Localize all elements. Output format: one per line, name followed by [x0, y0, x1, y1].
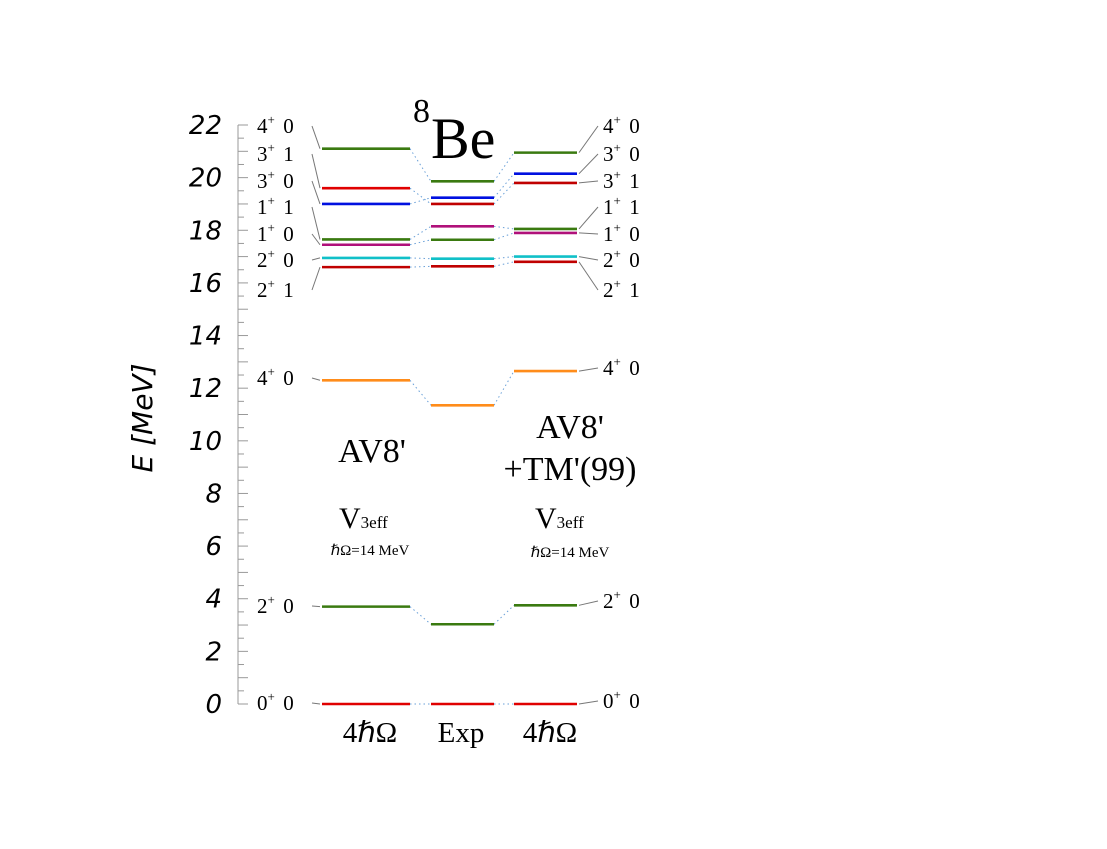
- right-model-annotation: AV8' +TM'(99) V3eff ℏΩ=14 MeV: [504, 409, 637, 561]
- left-label-leader: [311, 153, 321, 189]
- left-level-label: 3+ 1: [257, 140, 294, 166]
- left-level-label: 3+ 0: [257, 167, 294, 193]
- level-connector: [493, 152, 515, 182]
- level-connector: [409, 197, 432, 205]
- right-label-leader: [578, 600, 599, 606]
- right-level-label: 3+ 0: [603, 140, 640, 166]
- y-tick-label: 0: [205, 690, 222, 720]
- left-hw-label: ℏΩ=14 MeV: [331, 543, 410, 559]
- right-v3eff-label: V3eff: [535, 502, 584, 535]
- right-label-leader: [578, 256, 599, 261]
- y-tick-label: 8: [205, 479, 222, 509]
- left-label-leader: [311, 377, 321, 381]
- column-label-exp: Exp: [438, 717, 485, 749]
- level-connector: [409, 379, 432, 406]
- right-level-label: 4+ 0: [603, 112, 640, 138]
- right-level-label: 3+ 1: [603, 167, 640, 193]
- y-tick-label: 10: [189, 427, 222, 457]
- level-connector: [493, 232, 515, 241]
- right-level-label: 2+ 1: [603, 276, 640, 302]
- column-labels: 4ℏΩ Exp 4ℏΩ: [343, 717, 577, 749]
- right-level-label: 0+ 0: [603, 687, 640, 713]
- y-axis: 0 2 4 6 8 10 12 14 16 18 20 22: [189, 111, 248, 720]
- right-level-label: 4+ 0: [603, 354, 640, 380]
- right-model-label-2: +TM'(99): [504, 451, 637, 488]
- level-connector: [493, 261, 515, 267]
- right-level-label: 1+ 0: [603, 220, 640, 246]
- column-label-right: 4ℏΩ: [523, 717, 577, 749]
- right-label-leader: [578, 261, 599, 291]
- y-tick-label: 4: [205, 585, 222, 615]
- left-label-leader: [311, 125, 321, 149]
- level-connector: [493, 256, 515, 260]
- right-level-label: 1+ 1: [603, 193, 640, 219]
- right-label-leader: [578, 153, 599, 175]
- y-tick-label: 20: [189, 164, 222, 194]
- title-element: Be: [431, 106, 495, 171]
- right-model-label-1: AV8': [536, 409, 604, 446]
- left-label-leader: [311, 605, 321, 608]
- left-level-label: 0+ 0: [257, 689, 294, 715]
- level-connector: [409, 606, 432, 625]
- right-label-leader: [578, 700, 599, 705]
- y-tick-label: 14: [189, 322, 222, 352]
- level-connector: [493, 182, 515, 205]
- right-label-leader: [578, 206, 599, 230]
- level-connector: [493, 604, 515, 625]
- left-level-label: 2+ 0: [257, 592, 294, 618]
- left-model-label: AV8': [338, 433, 406, 470]
- y-tick-label: 6: [205, 532, 222, 562]
- right-level-label: 2+ 0: [603, 246, 640, 272]
- y-tick-label: 2: [205, 637, 222, 667]
- left-label-leader: [311, 702, 321, 705]
- right-hw-label: ℏΩ=14 MeV: [531, 545, 610, 561]
- right-level-label: 2+ 0: [603, 587, 640, 613]
- right-label-leader: [578, 125, 599, 153]
- level-connector: [409, 225, 432, 240]
- left-label-leader: [311, 233, 321, 246]
- left-level-label: 4+ 0: [257, 364, 294, 390]
- y-tick-label: 18: [189, 216, 222, 246]
- connectors: [409, 148, 515, 705]
- right-label-leader: [578, 232, 599, 235]
- left-v3eff-label: V3eff: [339, 502, 388, 535]
- left-level-label: 2+ 0: [257, 246, 294, 272]
- left-label-leader: [311, 206, 321, 240]
- level-connector: [409, 187, 432, 205]
- level-connector: [409, 265, 432, 268]
- left-label-leader: [311, 180, 321, 205]
- y-tick-label: 16: [189, 269, 222, 299]
- left-level-label: 1+ 0: [257, 220, 294, 246]
- chart-title: 8 Be: [413, 93, 495, 171]
- level-connector: [409, 257, 432, 260]
- level-connector: [409, 148, 432, 182]
- y-axis-label: E [MeV]: [126, 364, 159, 473]
- level-connector: [493, 370, 515, 406]
- y-tick-label: 22: [189, 111, 222, 141]
- level-labels: 4+ 03+ 13+ 01+ 11+ 02+ 02+ 14+ 02+ 00+ 0…: [257, 112, 640, 715]
- level-connector: [409, 239, 432, 246]
- column-label-left: 4ℏΩ: [343, 717, 397, 749]
- left-label-leader: [311, 257, 321, 261]
- left-level-label: 4+ 0: [257, 112, 294, 138]
- title-mass-number: 8: [413, 93, 430, 130]
- levels: [322, 147, 577, 706]
- level-connector: [493, 225, 515, 230]
- left-level-label: 2+ 1: [257, 276, 294, 302]
- right-label-leader: [578, 180, 599, 184]
- right-label-leader: [578, 367, 599, 372]
- left-label-leader: [311, 266, 321, 291]
- level-connector: [493, 173, 515, 198]
- left-level-label: 1+ 1: [257, 193, 294, 219]
- y-tick-label: 12: [189, 374, 222, 404]
- left-model-annotation: AV8' V3eff ℏΩ=14 MeV: [331, 433, 410, 559]
